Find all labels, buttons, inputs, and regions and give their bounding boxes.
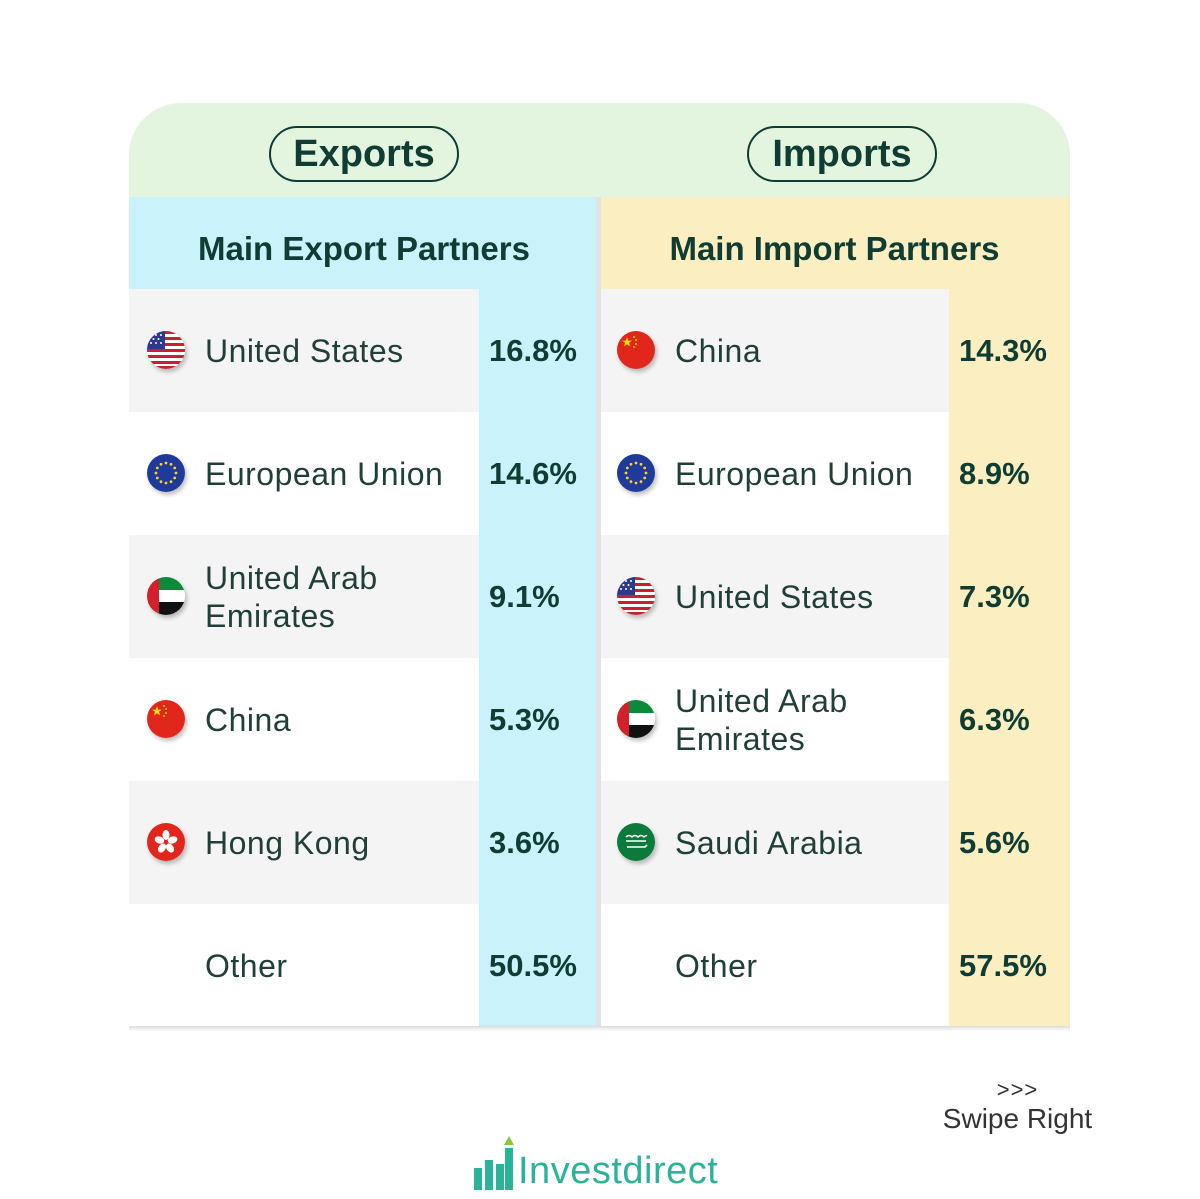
exports-column: Main Export Partners United States 16.8%…: [129, 197, 599, 1027]
eu-flag-icon: [617, 454, 655, 492]
saudi-arabia-flag-icon: [617, 823, 655, 861]
imports-column: Main Import Partners China 14.3% Europea…: [599, 197, 1070, 1027]
table-row: China 5.3%: [129, 658, 599, 781]
country-name: European Union: [205, 455, 444, 492]
imports-pill: Imports: [747, 126, 937, 182]
share-value: 57.5%: [959, 947, 1047, 983]
country-name: Other: [205, 947, 288, 984]
uae-flag-icon: [147, 577, 185, 615]
country-name: China: [205, 701, 292, 738]
china-flag-icon: [147, 700, 185, 738]
country-name: United Arab Emirates: [675, 682, 848, 757]
exports-pill: Exports: [269, 126, 459, 182]
investdirect-logo: Investdirect: [472, 1134, 752, 1194]
table-row: Saudi Arabia 5.6%: [599, 781, 1070, 904]
bar-chart-logo-icon: [474, 1136, 514, 1190]
share-value: 14.3%: [959, 332, 1047, 368]
swipe-label: Swipe Right: [942, 1103, 1093, 1134]
trade-partners-card: Exports Imports Main Export Partners Uni…: [129, 103, 1070, 1028]
country-name: United States: [205, 332, 404, 369]
table-row: European Union 14.6%: [129, 412, 599, 535]
country-name: United Arab Emirates: [205, 559, 378, 634]
china-flag-icon: [617, 331, 655, 369]
country-name: United States: [675, 578, 874, 615]
table-row: China 14.3%: [599, 289, 1070, 412]
table-bottom-shadow: [129, 1026, 1070, 1031]
share-value: 9.1%: [489, 578, 560, 614]
share-value: 5.3%: [489, 701, 560, 737]
share-value: 7.3%: [959, 578, 1030, 614]
table-row: Other 57.5%: [599, 904, 1070, 1027]
hong-kong-flag-icon: [147, 823, 185, 861]
share-value: 50.5%: [489, 947, 577, 983]
table-row: United Arab Emirates 6.3%: [599, 658, 1070, 781]
share-value: 6.3%: [959, 701, 1030, 737]
table-row: Other 50.5%: [129, 904, 599, 1027]
column-divider: [596, 197, 601, 1028]
exports-title: Main Export Partners: [129, 197, 599, 289]
country-name: Saudi Arabia: [675, 824, 863, 861]
table-row: Hong Kong 3.6%: [129, 781, 599, 904]
brand-name: Investdirect: [518, 1150, 719, 1192]
chevrons-right-icon: >>>: [996, 1077, 1039, 1102]
eu-flag-icon: [147, 454, 185, 492]
us-flag-icon: [617, 577, 655, 615]
share-value: 8.9%: [959, 455, 1030, 491]
country-name: European Union: [675, 455, 914, 492]
country-name: China: [675, 332, 762, 369]
header-band: Exports Imports: [129, 103, 1070, 197]
uae-flag-icon: [617, 700, 655, 738]
imports-title: Main Import Partners: [599, 197, 1070, 289]
share-value: 16.8%: [489, 332, 577, 368]
table-row: United States 7.3%: [599, 535, 1070, 658]
table-row: United Arab Emirates 9.1%: [129, 535, 599, 658]
table-row: United States 16.8%: [129, 289, 599, 412]
share-value: 14.6%: [489, 455, 577, 491]
swipe-right-hint[interactable]: >>> Swipe Right: [930, 1078, 1105, 1136]
country-name: Other: [675, 947, 758, 984]
share-value: 5.6%: [959, 824, 1030, 860]
share-value: 3.6%: [489, 824, 560, 860]
country-name: Hong Kong: [205, 824, 370, 861]
table-row: European Union 8.9%: [599, 412, 1070, 535]
us-flag-icon: [147, 331, 185, 369]
